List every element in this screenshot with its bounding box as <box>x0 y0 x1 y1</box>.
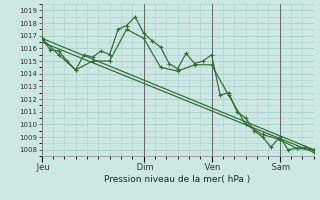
X-axis label: Pression niveau de la mer( hPa ): Pression niveau de la mer( hPa ) <box>104 175 251 184</box>
